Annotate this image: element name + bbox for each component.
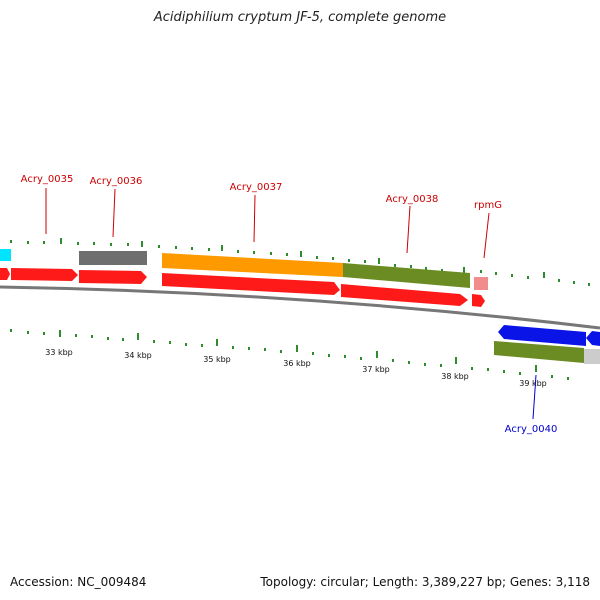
tick-label: 38 kbp — [441, 372, 469, 381]
gene-acry-0039-block — [498, 325, 586, 346]
tick-label: 39 kbp — [519, 379, 547, 388]
tick-label: 37 kbp — [362, 365, 390, 374]
kbp-tick-labels: 33 kbp 34 kbp 35 kbp 36 kbp 37 kbp 38 kb… — [45, 348, 547, 388]
gene-label-acry-0036: Acry_0036 — [90, 176, 143, 187]
tick-label: 33 kbp — [45, 348, 73, 357]
cds-arrows — [0, 268, 485, 307]
forward-strand-genes — [0, 249, 488, 290]
outer-tick-ring — [10, 238, 590, 286]
gene-label-acry-0038: Acry_0038 — [386, 194, 439, 205]
gene-label-acry-0040: Acry_0040 — [505, 424, 558, 435]
gene-label-acry-0037: Acry_0037 — [230, 182, 283, 193]
accession-text: Accession: NC_009484 — [10, 575, 147, 589]
gene-acry-0038-block — [343, 263, 470, 288]
gene-cyan-block — [0, 249, 11, 261]
gene-label-acry-0035: Acry_0035 — [21, 174, 74, 185]
map-title: Acidiphilium cryptum JF-5, complete geno… — [153, 10, 447, 25]
genome-backbone — [0, 285, 600, 330]
gene-acry-0037-block — [162, 253, 343, 277]
tick-label: 36 kbp — [283, 359, 311, 368]
inner-tick-ring — [10, 329, 569, 380]
tick-label: 35 kbp — [203, 355, 231, 364]
label-leaders — [45, 188, 537, 420]
reverse-strand-genes — [494, 325, 600, 364]
tick-label: 34 kbp — [124, 351, 152, 360]
topology-text: Topology: circular; Length: 3,389,227 bp… — [260, 575, 590, 589]
gene-labels: Acry_0035 Acry_0036 Acry_0037 Acry_0038 … — [21, 174, 558, 435]
gene-acry-0036-block — [79, 251, 147, 265]
gene-rpmg-block — [474, 277, 488, 290]
gene-acry-0040-block — [494, 341, 584, 363]
gene-label-rpmg: rpmG — [474, 200, 502, 211]
